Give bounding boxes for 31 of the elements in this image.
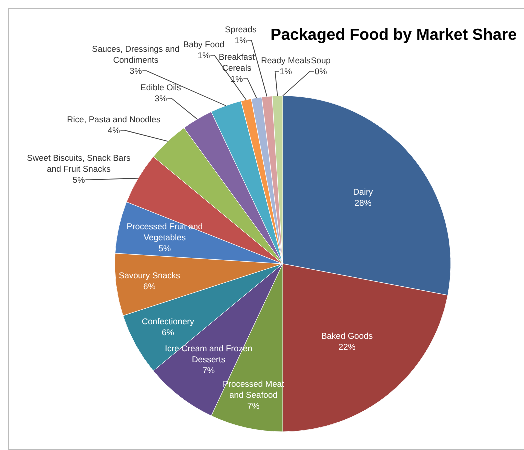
slice-label: Savoury Snacks [118, 270, 180, 280]
text: 0% [314, 66, 328, 76]
slice-label: Baked Goods [321, 331, 374, 342]
slice-label: Breakfast Cereals [219, 52, 256, 73]
data-label: 28% [354, 198, 372, 208]
data-label: 3% [154, 94, 168, 104]
data-label: 1% [234, 36, 248, 46]
data-label: 5% [72, 175, 86, 185]
slice-label: Sauces, Dressings and Condiments [92, 44, 180, 65]
slice-label: Rice, Pasta and Noodles [67, 114, 161, 124]
data-label: 4% [108, 126, 121, 136]
chart-title: Packaged Food by Market Share [270, 27, 517, 45]
data-label: 3% [130, 66, 143, 76]
data-label: 7% [248, 401, 260, 412]
data-label: 5% [158, 244, 172, 254]
data-label: 1% [280, 66, 293, 76]
slice-label: Dairy [353, 187, 374, 198]
slice-label: Spreads [225, 24, 257, 34]
slice-label: Confectionery [142, 316, 196, 327]
data-label: 22% [338, 342, 356, 352]
slice-label: Processed Fruit and Vegetables [126, 222, 204, 243]
data-label: 1% [230, 74, 244, 84]
slice-label: Ready Meals [261, 56, 311, 66]
data-label: 6% [162, 328, 175, 338]
data-label: 7% [202, 366, 216, 376]
slice-label: Baby Food [183, 40, 225, 50]
data-label: 6% [144, 281, 156, 292]
category-label: Soup [311, 56, 331, 66]
slice-label: Sweet Biscuits, Snack Bars and Fruit Snacks [27, 153, 131, 174]
data-label: 1% [198, 50, 211, 60]
slice-label: Edible Oils [140, 82, 182, 92]
